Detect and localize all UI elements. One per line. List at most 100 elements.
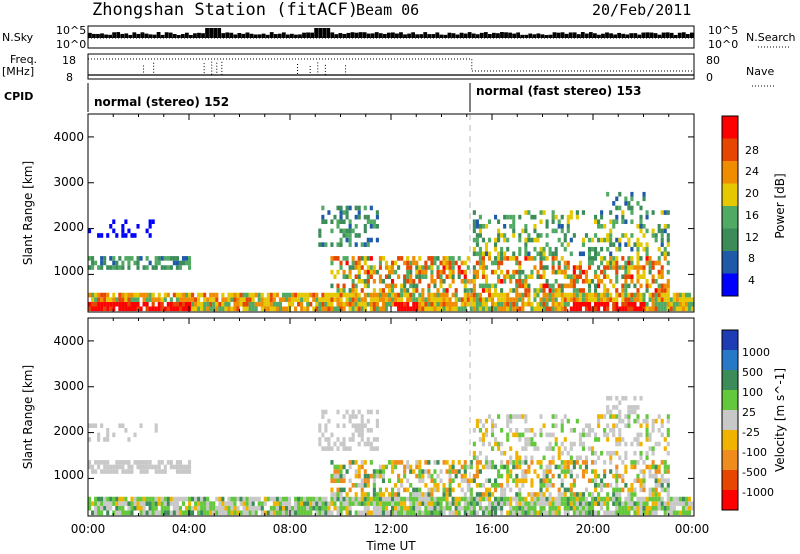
vel-cell — [421, 501, 425, 506]
power-cell — [672, 306, 676, 312]
vel-cell — [166, 505, 170, 511]
power-cell — [594, 246, 598, 252]
vel-cell — [481, 510, 485, 516]
vel-cell — [575, 492, 579, 497]
power-cell — [654, 297, 658, 302]
vel-cell — [451, 469, 455, 474]
vel-cell — [669, 510, 673, 516]
vel-cell — [418, 492, 422, 497]
vel-cell — [175, 501, 179, 506]
vel-cell — [515, 464, 519, 470]
power-cell — [166, 306, 170, 312]
vel-cell — [369, 496, 373, 502]
vel-cell — [663, 501, 667, 506]
power-cell — [530, 274, 534, 280]
vel-cell — [690, 501, 695, 506]
power-cell — [657, 301, 661, 307]
vel-cell — [615, 483, 619, 488]
power-cell — [594, 214, 598, 220]
vel-cell — [478, 418, 482, 424]
vel-cell — [472, 510, 476, 516]
power-cell — [421, 288, 425, 293]
vel-cell — [645, 464, 649, 470]
power-cell — [269, 301, 273, 307]
power-cell — [215, 292, 219, 298]
power-cell — [557, 283, 561, 289]
power-cell — [181, 301, 186, 307]
vel-cell — [127, 464, 131, 470]
vel-cell — [403, 469, 407, 474]
vel-cell — [339, 464, 343, 470]
power-cell — [348, 301, 352, 307]
vel-cell — [330, 446, 334, 451]
vel-cell — [251, 501, 255, 506]
power-cell — [660, 306, 664, 312]
vel-cell — [139, 423, 143, 429]
power-cell — [366, 274, 370, 280]
vel-cell — [490, 428, 495, 433]
power-cell — [94, 297, 98, 302]
power-cell — [554, 288, 558, 293]
power-cell — [609, 292, 613, 298]
vel-cell — [581, 473, 585, 479]
power-cell — [448, 260, 452, 266]
vel-cell — [339, 501, 343, 506]
power-panel: 1000 2000 3000 4000 Slant Range [km] — [21, 113, 695, 313]
vel-cell — [336, 492, 340, 497]
vel-cell — [139, 505, 143, 511]
vel-cell — [448, 505, 452, 511]
power-cell — [657, 224, 661, 229]
power-cell — [584, 297, 589, 302]
vel-cell — [284, 496, 289, 502]
vel-cell — [618, 409, 622, 415]
vel-cell — [539, 505, 543, 511]
vel-cell — [333, 492, 337, 497]
power-cell — [303, 306, 307, 312]
power-cell — [421, 301, 425, 307]
power-cell — [257, 292, 261, 298]
vel-cell — [524, 505, 528, 511]
vel-cell — [594, 510, 598, 516]
power-cell — [472, 288, 476, 293]
vel-cell — [342, 501, 346, 506]
power-cell — [394, 301, 398, 307]
vel-cell — [369, 473, 373, 479]
vel-cell — [663, 460, 667, 465]
vel-cell — [660, 423, 664, 429]
vel-cell — [615, 496, 619, 502]
vel-cell — [175, 469, 179, 474]
power-cell — [566, 228, 570, 234]
vel-cell — [309, 501, 313, 506]
vel-cell — [636, 441, 640, 447]
vel-cell — [142, 501, 146, 506]
power-cell — [518, 260, 522, 266]
power-cell — [490, 297, 495, 302]
vel-cell — [351, 437, 355, 442]
power-cell — [509, 301, 513, 307]
power-cell — [421, 265, 425, 270]
power-cell — [594, 251, 598, 257]
power-cell — [121, 306, 125, 312]
nsky-bar — [362, 32, 367, 38]
vel-cell — [530, 501, 534, 506]
power-cell — [197, 292, 201, 298]
power-cell — [145, 297, 149, 302]
vel-cell — [433, 460, 437, 465]
vel-cell — [515, 478, 519, 484]
vel-cell — [418, 505, 422, 511]
vel-cell — [409, 505, 413, 511]
power-cell — [145, 306, 149, 312]
power-cell — [121, 292, 125, 298]
power-cell — [581, 279, 585, 284]
power-cell — [133, 297, 137, 302]
vel-cell — [548, 469, 552, 474]
power-cell — [560, 228, 564, 234]
power-cell — [657, 246, 661, 252]
vel-cell — [594, 478, 598, 484]
vel-cell — [400, 501, 404, 506]
power-cell — [630, 233, 634, 238]
vel-cell — [642, 473, 646, 479]
power-cell — [148, 233, 152, 238]
vel-cell — [109, 469, 113, 474]
power-cell — [542, 288, 546, 293]
